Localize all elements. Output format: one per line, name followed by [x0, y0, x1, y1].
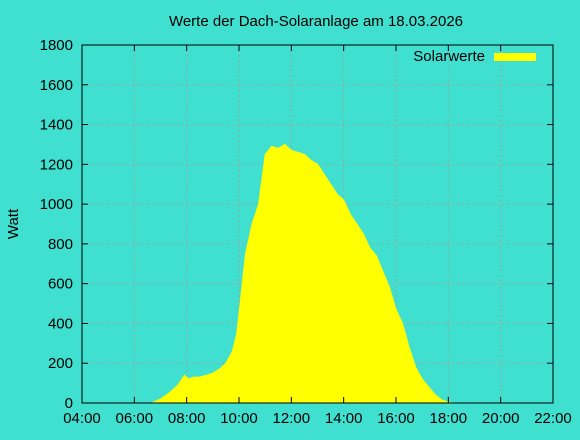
x-tick-label: 22:00: [534, 410, 572, 427]
y-tick-label: 1800: [40, 37, 73, 54]
y-tick-label: 600: [48, 276, 73, 293]
plot-frame: [81, 44, 554, 404]
y-axis-ticks: 0 200 400 600 800 1000 1200 1400 1600 1800: [40, 37, 553, 412]
y-axis-label: Watt: [5, 208, 22, 239]
plot-border: [81, 44, 554, 404]
y-tick-label: 1400: [40, 117, 73, 134]
x-tick-label: 08:00: [168, 410, 206, 427]
series-area-solarwerte: [151, 143, 453, 404]
x-axis-ticks: 04:00 06:00 08:00 10:00 12:00 14:00 16:00 18:00…: [63, 45, 572, 427]
y-tick-label: 400: [48, 315, 73, 332]
series-area-layer: [151, 143, 453, 404]
x-tick-label: 10:00: [220, 410, 258, 427]
x-tick-label: 14:00: [325, 410, 363, 427]
x-tick-label: 04:00: [63, 410, 101, 427]
legend: Solarwerte: [413, 48, 536, 65]
y-tick-label: 800: [48, 236, 73, 253]
x-tick-label: 20:00: [482, 410, 520, 427]
x-tick-label: 06:00: [116, 410, 154, 427]
x-tick-label: 16:00: [377, 410, 415, 427]
y-tick-label: 1600: [40, 77, 73, 94]
x-tick-label: 12:00: [273, 410, 311, 427]
x-tick-label: 18:00: [430, 410, 468, 427]
legend-swatch: [494, 53, 536, 61]
legend-label: Solarwerte: [413, 48, 485, 65]
y-tick-label: 200: [48, 355, 73, 372]
chart-title: Werte der Dach-Solaranlage am 18.03.2026: [169, 13, 463, 30]
y-tick-label: 0: [65, 395, 73, 412]
y-tick-label: 1000: [40, 196, 73, 213]
y-tick-label: 1200: [40, 156, 73, 173]
